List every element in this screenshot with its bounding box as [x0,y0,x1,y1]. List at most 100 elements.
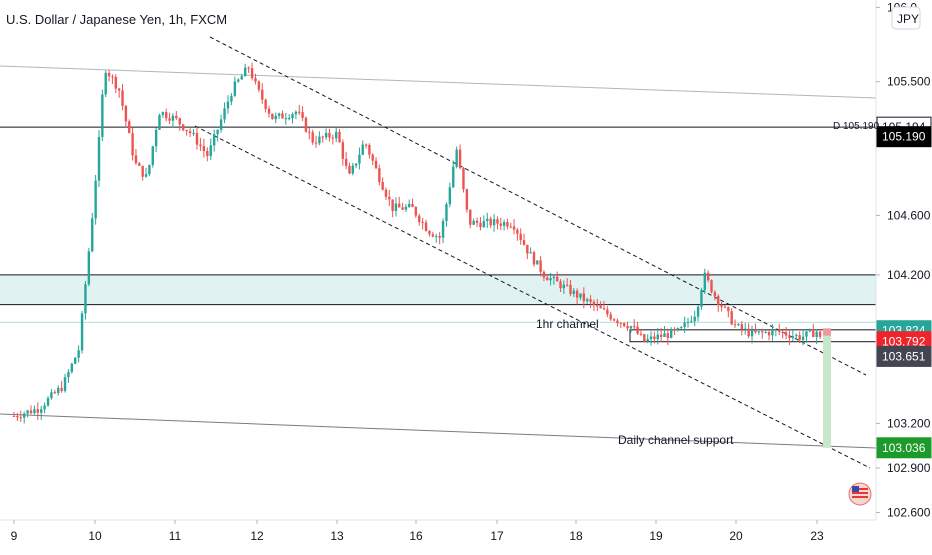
price-tag-bg-1 [876,126,932,148]
candle-body-204 [700,290,703,307]
candle-body-65 [233,81,237,96]
candle-body-14 [60,387,63,391]
candle-body-35 [131,133,134,156]
candle-body-194 [666,333,670,338]
candle-body-105 [368,145,371,155]
price-tag-bg-5 [876,437,932,459]
candle-body-161 [555,276,559,282]
candle-body-55 [199,144,202,146]
candle-body-213 [730,311,733,325]
candle-body-54 [195,132,199,145]
candle-body-130 [452,166,455,188]
currency-button[interactable]: JPY [891,6,921,30]
candle-body-113 [394,203,398,211]
currency-label: JPY [897,12,919,26]
candle-body-158 [546,277,549,281]
candle-body-70 [250,68,254,79]
candle-body-189 [649,336,653,340]
candle-body-187 [643,334,646,342]
candle-body-140 [486,218,489,222]
x-tick-label-1: 10 [88,529,102,543]
candle-body-148 [512,226,516,230]
candle-body-211 [723,306,727,308]
daily-upper-trendline [0,65,877,99]
candle-body-46 [168,118,171,121]
candle-body-224 [767,332,771,336]
candle-body-87 [308,131,311,133]
candle-body-24 [94,180,97,219]
candle-body-228 [781,331,784,333]
candle-body-110 [384,189,388,197]
candle-body-227 [778,329,781,332]
candle-body-142 [492,219,496,226]
candle-body-162 [559,281,562,289]
candle-body-34 [128,121,131,134]
candle-body-195 [670,329,673,338]
channels-layer [0,36,877,469]
candle-body-178 [612,319,616,321]
candle-body-60 [216,129,219,135]
candle-body-38 [141,165,144,177]
candle-body-155 [536,260,539,265]
candle-body-160 [552,276,556,279]
candle-body-233 [798,335,801,340]
candle-body-10 [46,398,50,406]
x-tick-label-6: 17 [490,529,504,543]
candle-body-229 [784,332,788,336]
candle-body-164 [565,284,569,286]
candle-body-125 [435,236,438,238]
candle-body-80 [284,118,287,120]
candle-body-134 [465,189,469,210]
candle-body-166 [572,290,575,295]
price-tag-bg-4 [876,345,932,367]
candle-body-117 [408,203,411,207]
candle-body-120 [418,215,421,222]
candle-body-222 [761,331,764,333]
candle-body-116 [404,206,408,210]
candle-body-190 [653,336,656,340]
x-tick-label-4: 13 [330,529,344,543]
candle-body-153 [529,252,532,254]
candle-body-52 [188,131,192,134]
candle-body-169 [582,293,586,302]
price-tag-label-5: 103.036 [882,441,926,455]
candle-body-136 [472,220,475,225]
price-axis: 106.0105.500104.600104.200103.200102.900… [876,0,931,520]
x-tick-label-5: 16 [409,529,423,543]
candle-body-184 [633,326,636,328]
candle-body-235 [805,331,808,337]
candle-body-26 [101,94,104,137]
annotation-daily-channel-support: Daily channel support [618,433,734,447]
candle-body-62 [223,108,226,120]
candle-body-18 [74,357,77,364]
candle-body-146 [506,222,509,227]
candle-body-108 [378,168,381,182]
candle-body-223 [764,332,767,334]
candle-body-168 [579,293,582,298]
x-tick-label-8: 19 [649,529,663,543]
candle-body-99 [348,165,351,174]
candle-body-156 [539,260,542,272]
candle-body-98 [344,158,348,166]
x-tick-label-10: 23 [810,529,824,543]
candle-body-167 [575,290,579,298]
candle-body-151 [522,240,526,245]
candle-body-30 [114,76,117,89]
candle-body-4 [26,410,29,414]
candle-body-234 [801,336,805,340]
candle-body-43 [158,114,161,130]
candle-body-165 [569,284,572,295]
candle-body-61 [219,119,223,130]
candle-body-100 [351,165,354,174]
y-tick-label-2: 104.600 [887,208,931,222]
candle-body-210 [720,304,723,307]
chart-title: U.S. Dollar / Japanese Yen, 1h, FXCM [6,12,227,27]
candle-body-20 [80,313,84,351]
candle-body-163 [562,284,566,289]
candle-body-237 [812,329,815,338]
x-tick-label-7: 18 [569,529,583,543]
candle-body-63 [226,101,230,109]
candle-body-217 [744,328,747,330]
candle-body-198 [680,327,683,329]
